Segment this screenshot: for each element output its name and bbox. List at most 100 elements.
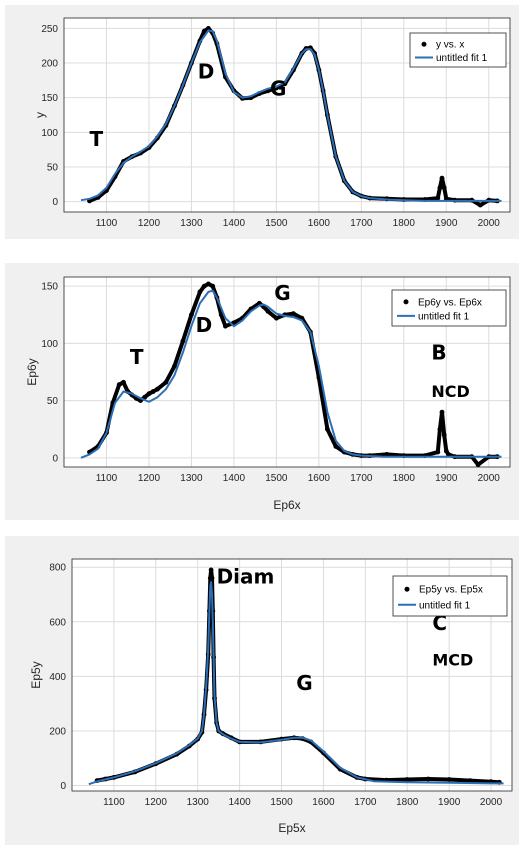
peak-annotation: G	[274, 281, 290, 305]
data-point	[150, 389, 156, 394]
y-tick-label: 250	[41, 24, 58, 35]
x-tick-label: 1900	[435, 218, 458, 229]
data-point	[116, 382, 122, 387]
x-tick-label: 1500	[270, 797, 293, 808]
data-point	[121, 379, 126, 385]
data-point	[189, 312, 194, 318]
peak-annotation: T	[89, 127, 103, 151]
peak-annotation: D	[196, 313, 213, 337]
data-point	[206, 26, 211, 31]
x-tick-label: 1800	[393, 473, 416, 484]
data-point	[172, 363, 177, 369]
data-point	[201, 283, 207, 289]
legend: Ep6y vs. Ep6x untitled fit 1	[391, 289, 507, 327]
y-tick-label: 200	[49, 726, 66, 737]
data-point	[425, 776, 431, 782]
y-tick-label: 200	[41, 59, 58, 70]
data-point	[475, 462, 481, 467]
legend: y vs. x untitled fit 1	[409, 32, 507, 68]
x-tick-label: 2000	[478, 218, 501, 229]
legend-box	[391, 289, 507, 327]
data-point	[437, 426, 443, 432]
axes-box	[63, 276, 511, 468]
peak-annotation: G	[296, 671, 312, 695]
data-point	[218, 312, 224, 318]
data-point	[439, 175, 445, 181]
x-tick-label: 1700	[350, 473, 373, 484]
x-tick-label: 1400	[223, 473, 246, 484]
peak-annotation: B	[431, 340, 446, 364]
y-tick-label: 150	[41, 282, 58, 293]
x-tick-label: 1300	[180, 473, 203, 484]
peak-annotation: T	[130, 345, 144, 369]
data-point	[209, 575, 215, 581]
peak-annotation: C	[432, 611, 447, 635]
legend-marker-points	[421, 41, 427, 47]
data-point	[210, 283, 216, 289]
x-tick-label: 1200	[138, 473, 161, 484]
x-tick-label: 1600	[308, 218, 331, 229]
x-tick-label: 2000	[480, 797, 503, 808]
data-point	[325, 426, 330, 432]
x-tick-label: 1900	[435, 473, 458, 484]
axes-box	[63, 17, 511, 213]
data-point	[384, 452, 390, 457]
chart-panel-3: 1100 1200 1300 1400 1500 1600 1700 1800 1900 2000…	[5, 536, 519, 845]
peak-annotation: D	[198, 59, 215, 83]
x-tick-label: 1100	[96, 473, 118, 484]
data-point	[441, 185, 447, 191]
x-tick-label: 1200	[138, 218, 161, 229]
y-tick-label: 600	[49, 617, 66, 628]
x-tick-label: 1900	[438, 797, 461, 808]
x-tick-label: 1500	[265, 473, 288, 484]
series-group	[80, 281, 502, 467]
x-tick-label: 1200	[145, 797, 168, 808]
series-group	[88, 567, 504, 786]
x-tick-label: 1300	[180, 218, 203, 229]
legend-entry: untitled fit 1	[418, 311, 470, 322]
data-point	[146, 391, 152, 397]
x-tick-label: 2000	[478, 473, 501, 484]
x-axis-label: Ep5x	[278, 821, 305, 835]
legend: Ep5y vs. Ep5x untitled fit 1	[392, 575, 508, 617]
data-point	[201, 28, 207, 34]
data-point	[208, 567, 214, 573]
fit-line	[80, 289, 502, 459]
y-tick-label: 0	[52, 453, 58, 464]
data-point	[446, 777, 452, 782]
x-tick-label: 1500	[265, 218, 288, 229]
data-point	[439, 409, 445, 415]
peak-annotation: G	[270, 77, 286, 101]
y-tick-label: 100	[41, 128, 58, 139]
x-axis-label: Ep6x	[273, 498, 300, 512]
legend-marker-points	[404, 586, 410, 592]
data-point	[163, 379, 169, 385]
data-point	[291, 311, 296, 316]
chart-panel-1: 1100 1200 1300 1400 1500 1600 1700 1800 1900 2000…	[5, 5, 519, 239]
x-tick-label: 1700	[354, 797, 377, 808]
x-tick-label: 1100	[103, 797, 125, 808]
data-point	[333, 444, 339, 449]
y-tick-label: 0	[60, 781, 66, 792]
legend-entry: untitled fit 1	[436, 53, 488, 64]
x-tick-label: 1600	[312, 797, 335, 808]
chart-panel-2: 1100 1200 1300 1400 1500 1600 1700 1800 1900 2000…	[5, 263, 519, 520]
series-group	[80, 26, 502, 208]
data-point	[180, 338, 186, 344]
data-point	[206, 281, 211, 287]
data-point	[197, 289, 203, 295]
fit-line	[80, 29, 502, 202]
peak-annotation: MCD	[432, 650, 473, 669]
x-tick-label: 1300	[187, 797, 210, 808]
x-tick-label: 1600	[308, 473, 331, 484]
y-tick-label: 400	[49, 672, 66, 683]
legend-box	[392, 575, 508, 617]
data-point	[142, 394, 148, 400]
legend-box	[409, 32, 507, 68]
legend-entry: y vs. x	[436, 40, 464, 51]
y-tick-label: 50	[47, 396, 59, 407]
data-point	[467, 778, 473, 783]
data-point	[441, 432, 447, 438]
data-point	[404, 777, 410, 782]
